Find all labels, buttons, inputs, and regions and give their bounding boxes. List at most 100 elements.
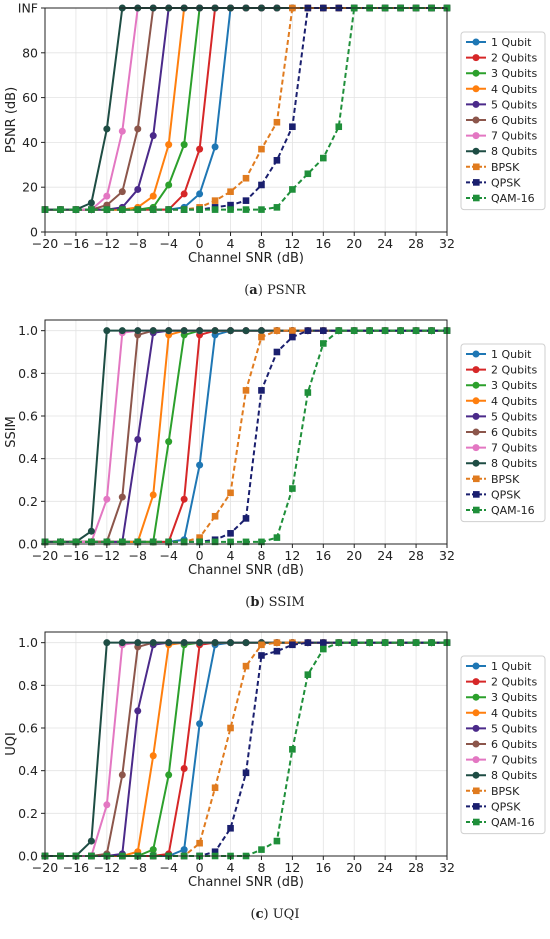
legend-label-5-qubits: 5 Qubits <box>491 722 537 735</box>
data-point <box>304 170 312 178</box>
x-tick-label: −4 <box>159 236 177 251</box>
data-point <box>258 652 265 659</box>
data-point <box>211 512 219 520</box>
data-point <box>273 534 281 541</box>
chart-panel-psnr: −20 −16 −12 −8 −4 0 4 8 12 16 20 24 28 32 Channel SNR … <box>0 0 550 310</box>
data-point <box>289 186 296 193</box>
series-qpsk <box>41 639 451 860</box>
x-tick-label: −4 <box>159 548 177 563</box>
x-axis-label: Channel SNR (dB) <box>188 251 304 266</box>
data-point <box>180 327 188 335</box>
x-tick-label: 24 <box>377 548 393 563</box>
data-point <box>242 174 250 182</box>
data-point <box>118 188 126 196</box>
x-tick-label: 0 <box>196 548 204 563</box>
data-point <box>211 639 219 647</box>
legend-label-1-qubit: 1 Qubit <box>491 36 532 49</box>
x-tick-label: 28 <box>408 236 424 251</box>
x-tick-label: −16 <box>63 860 89 875</box>
data-point <box>149 327 157 335</box>
series-qpsk <box>41 4 451 213</box>
data-point <box>242 327 250 335</box>
data-point <box>227 201 234 209</box>
x-tick-label: 20 <box>346 548 362 563</box>
data-point <box>149 639 157 647</box>
data-point <box>103 125 111 133</box>
data-point <box>165 639 173 647</box>
data-point <box>103 206 111 213</box>
data-point <box>289 746 296 753</box>
x-tick-label: −16 <box>63 548 89 563</box>
data-point <box>273 348 281 356</box>
x-tick-label: 4 <box>227 860 235 875</box>
legend-label-qpsk: QPSK <box>491 488 521 501</box>
data-point <box>211 143 219 151</box>
data-point <box>196 534 203 541</box>
figure-caption: (b) SSIM <box>245 595 304 610</box>
y-tick-label: 0.0 <box>18 537 38 552</box>
data-point <box>134 639 142 647</box>
data-point <box>211 327 219 335</box>
x-tick-label: 28 <box>408 860 424 875</box>
data-point <box>350 327 358 334</box>
series-5-qubits <box>41 4 451 214</box>
legend-label-3-qubits: 3 Qubits <box>491 379 537 392</box>
series-2-qubits <box>41 639 451 860</box>
data-point <box>227 724 234 732</box>
data-point <box>149 491 157 499</box>
legend-label-5-qubits: 5 Qubits <box>491 410 537 423</box>
legend-label-5-qubits: 5 Qubits <box>491 98 537 111</box>
legend-marker <box>473 506 480 514</box>
data-point <box>273 204 281 211</box>
x-axis: −20 −16 −12 −8 −4 0 4 8 12 16 20 24 28 32 <box>32 232 455 251</box>
legend-label-4-qubits: 4 Qubits <box>491 707 537 720</box>
legend-marker <box>472 85 480 93</box>
data-point <box>103 538 111 546</box>
data-point <box>242 515 250 522</box>
legend-box <box>460 31 546 211</box>
data-point <box>196 639 204 647</box>
legend-marker <box>473 475 480 483</box>
data-point <box>165 327 173 335</box>
data-point <box>87 199 95 207</box>
uqi-chart: −20 −16 −12 −8 −4 0 4 8 12 16 20 24 28 32 Channel SNR … <box>4 631 546 922</box>
data-point <box>304 671 312 678</box>
legend-marker <box>473 818 480 826</box>
x-tick-label: 20 <box>346 860 362 875</box>
series-6-qubits <box>41 4 451 214</box>
data-point <box>72 206 80 213</box>
legend-label-qam-16: QAM-16 <box>491 816 535 829</box>
series-6-qubits <box>41 639 451 860</box>
data-point <box>273 647 281 655</box>
series-1-qubit <box>41 639 451 860</box>
y-tick-label: 40 <box>22 135 38 150</box>
data-point <box>103 801 111 809</box>
data-point <box>258 181 265 189</box>
data-point <box>304 327 312 334</box>
x-tick-label: 32 <box>439 236 455 251</box>
legend-box <box>460 343 546 523</box>
x-tick-label: 4 <box>227 548 235 563</box>
data-point <box>289 123 296 131</box>
legend-marker <box>472 444 480 452</box>
data-point <box>397 639 404 646</box>
data-point <box>119 206 126 213</box>
legend-marker <box>472 771 480 779</box>
data-point <box>180 538 188 546</box>
data-point <box>180 206 188 213</box>
legend-label-6-qubits: 6 Qubits <box>491 426 537 439</box>
series-2-qubits <box>41 4 451 214</box>
data-point <box>134 707 142 715</box>
data-point <box>428 639 435 646</box>
x-tick-label: −8 <box>129 236 147 251</box>
legend: 1 Qubit 2 Qubits 3 Qubits 4 Qubits 5 Qubits 6… <box>460 343 546 523</box>
legend-label-qam-16: QAM-16 <box>491 192 535 205</box>
y-axis: 0.0 0.2 0.4 0.6 0.8 1.0 <box>18 635 45 864</box>
y-tick-label: INF <box>18 1 38 16</box>
data-point <box>227 530 234 537</box>
data-point <box>211 206 219 213</box>
data-point <box>242 197 250 204</box>
x-tick-label: 0 <box>196 236 204 251</box>
data-point <box>320 327 327 334</box>
y-tick-label: 0.2 <box>18 494 38 509</box>
